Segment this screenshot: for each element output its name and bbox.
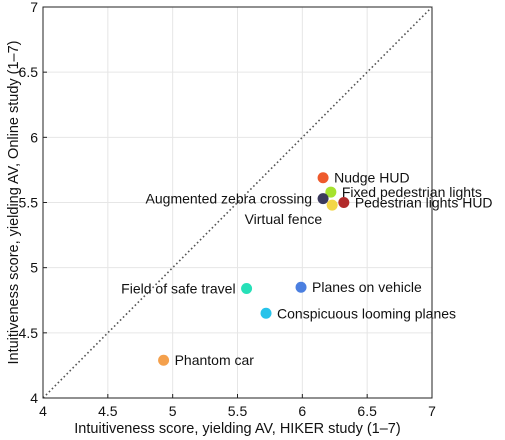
x-axis-label: Intuitiveness score, yielding AV, HIKER … bbox=[74, 421, 400, 437]
y-tick-label: 6.5 bbox=[19, 64, 39, 80]
y-tick-label: 4.5 bbox=[19, 325, 39, 341]
y-axis-ticks: 4 4.5 5 5.5 6 6.5 7 bbox=[19, 0, 47, 406]
x-tick-label: 5 bbox=[169, 403, 177, 419]
x-tick-label: 4 bbox=[39, 403, 47, 419]
data-point bbox=[317, 193, 329, 205]
point-label: Augmented zebra crossing bbox=[146, 191, 313, 207]
point-label: Fixed pedestrian lights bbox=[342, 184, 482, 200]
point-label: Virtual fence bbox=[245, 211, 323, 227]
y-tick-label: 6 bbox=[30, 129, 38, 145]
data-point bbox=[326, 199, 338, 211]
data-point bbox=[260, 307, 272, 319]
point-label: Conspicuous looming planes bbox=[277, 305, 456, 321]
x-tick-label: 6 bbox=[298, 403, 306, 419]
point-label: Pedestrian lights HUD bbox=[355, 195, 493, 211]
data-point bbox=[325, 186, 337, 198]
data-point bbox=[338, 197, 350, 208]
data-point bbox=[158, 354, 170, 366]
y-tick-label: 5 bbox=[30, 260, 38, 276]
data-point bbox=[241, 283, 253, 295]
y-tick-label: 4 bbox=[30, 390, 38, 406]
point-label: Planes on vehicle bbox=[312, 279, 422, 295]
x-tick-label: 6.5 bbox=[357, 403, 377, 419]
x-tick-label: 7 bbox=[428, 403, 436, 419]
point-label: Phantom car bbox=[175, 352, 255, 368]
x-tick-label: 4.5 bbox=[98, 403, 118, 419]
data-point bbox=[295, 281, 307, 293]
x-axis-ticks: 4 4.5 5 5.5 6 6.5 7 bbox=[39, 394, 436, 419]
y-axis-label: Intuitiveness score, yielding AV, Online… bbox=[6, 40, 22, 364]
point-label: Field of safe travel bbox=[121, 281, 235, 297]
y-tick-label: 5.5 bbox=[19, 195, 39, 211]
point-label: Nudge HUD bbox=[334, 170, 409, 186]
y-tick-label: 7 bbox=[30, 0, 38, 15]
data-point bbox=[317, 172, 329, 184]
x-tick-label: 5.5 bbox=[228, 403, 248, 419]
